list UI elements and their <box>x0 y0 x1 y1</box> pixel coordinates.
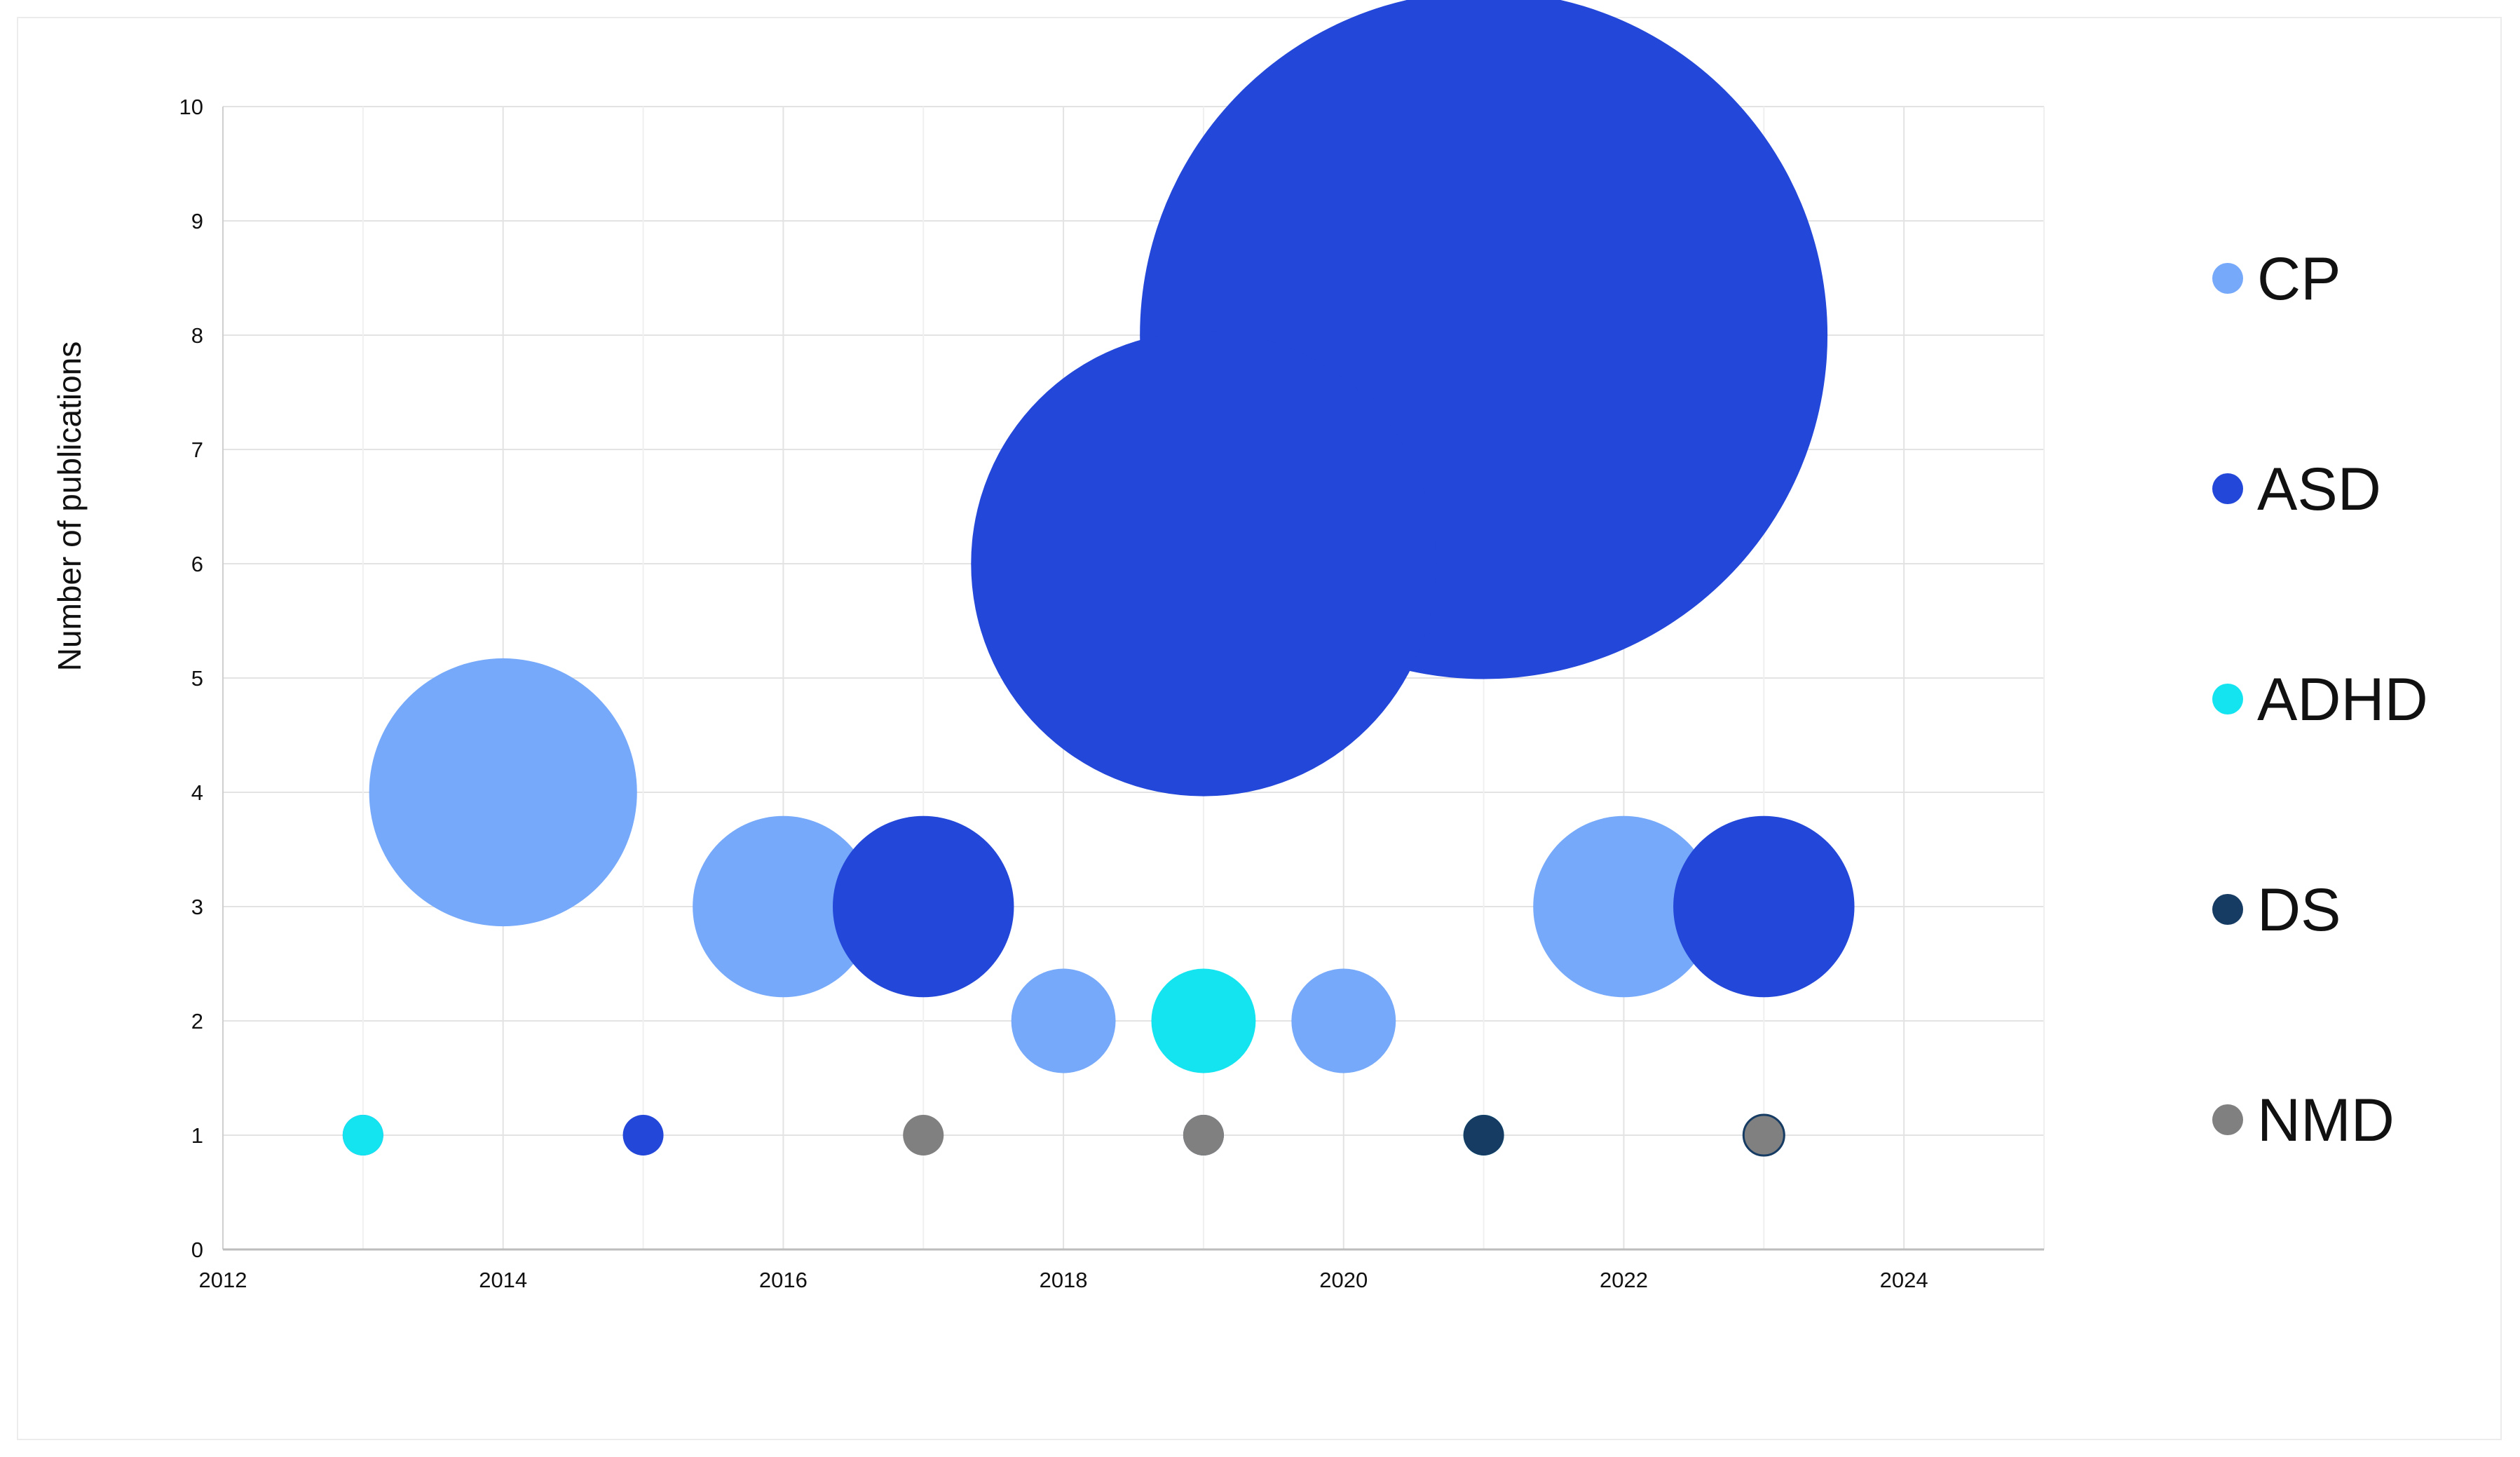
bubble-nmd-2019 <box>1183 1115 1224 1156</box>
legend-item-ds: DS <box>2212 876 2341 944</box>
legend-label: CP <box>2257 245 2341 313</box>
bubble-cp-2014 <box>369 658 637 927</box>
legend-label: DS <box>2257 876 2341 944</box>
y-axis-title: Number of publications <box>51 341 88 671</box>
x-tick-label: 2016 <box>759 1268 808 1292</box>
y-tick-label: 0 <box>191 1238 203 1262</box>
x-tick-label: 2018 <box>1040 1268 1088 1292</box>
bubble-ds-2021 <box>1463 1115 1504 1156</box>
y-tick-label: 5 <box>191 666 203 691</box>
x-tick-label: 2024 <box>1880 1268 1928 1292</box>
y-tick-label: 3 <box>191 895 203 919</box>
y-tick-label: 1 <box>191 1123 203 1148</box>
y-tick-label: 2 <box>191 1009 203 1034</box>
bubble-adhd-2019 <box>1151 968 1256 1073</box>
legend-item-adhd: ADHD <box>2212 666 2428 733</box>
bubble-cp-2016 <box>693 815 874 998</box>
y-tick-label: 10 <box>179 95 203 119</box>
x-tick-label: 2012 <box>199 1268 247 1292</box>
tick-labels: 0 1 2 3 4 5 6 7 8 9 10 2012 2014 2016 2018 2020 2022 2024 <box>179 95 1928 1292</box>
legend-marker <box>2212 473 2243 504</box>
bubble-adhd-2013 <box>342 1115 383 1156</box>
bubble-nmd-2023 <box>1742 1113 1785 1157</box>
legend-marker <box>2212 894 2243 925</box>
legend-marker <box>2212 1104 2243 1135</box>
legend-label: ADHD <box>2257 666 2428 733</box>
bubble-asd-2017 <box>833 815 1014 998</box>
bubble-asd-2019 <box>971 331 1436 797</box>
legend-marker <box>2212 684 2243 714</box>
y-tick-label: 4 <box>191 780 203 805</box>
x-tick-label: 2020 <box>1319 1268 1368 1292</box>
legend-item-asd: ASD <box>2212 456 2381 523</box>
y-tick-label: 8 <box>191 323 203 348</box>
x-tick-label: 2014 <box>479 1268 527 1292</box>
bubble-asd-2015 <box>622 1115 664 1156</box>
legend-label: ASD <box>2257 456 2381 523</box>
bubble-asd-2023 <box>1673 815 1855 998</box>
legend-item-nmd: NMD <box>2212 1087 2395 1154</box>
bubble-cp-2020 <box>1291 968 1396 1073</box>
y-tick-label: 9 <box>191 209 203 233</box>
legend: CP ASD ADHD DS NMD <box>2212 245 2428 1154</box>
bubble-cp-2018 <box>1011 968 1116 1073</box>
legend-item-cp: CP <box>2212 245 2341 313</box>
bubble-nmd-2017 <box>903 1115 944 1156</box>
bubbles <box>342 0 1855 1157</box>
axes <box>222 107 2044 1251</box>
x-tick-label: 2022 <box>1600 1268 1648 1292</box>
y-tick-label: 6 <box>191 552 203 576</box>
bubble-cp-2022 <box>1533 815 1715 998</box>
legend-marker <box>2212 263 2243 294</box>
y-tick-label: 7 <box>191 438 203 462</box>
legend-label: NMD <box>2257 1087 2395 1154</box>
